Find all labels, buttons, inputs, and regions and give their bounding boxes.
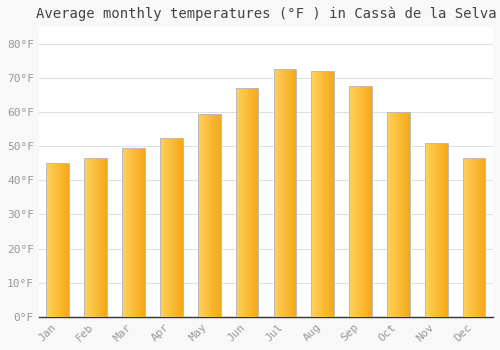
Bar — [236, 88, 258, 317]
Bar — [84, 158, 107, 317]
Bar — [312, 71, 334, 317]
Bar — [463, 158, 485, 317]
Bar — [46, 163, 69, 317]
Bar — [349, 86, 372, 317]
Bar — [122, 148, 145, 317]
Bar — [387, 112, 410, 317]
Bar — [160, 138, 182, 317]
Bar — [198, 114, 220, 317]
Bar — [274, 69, 296, 317]
Bar — [425, 143, 448, 317]
Title: Average monthly temperatures (°F ) in Cassà de la Selva: Average monthly temperatures (°F ) in Ca… — [36, 7, 496, 21]
